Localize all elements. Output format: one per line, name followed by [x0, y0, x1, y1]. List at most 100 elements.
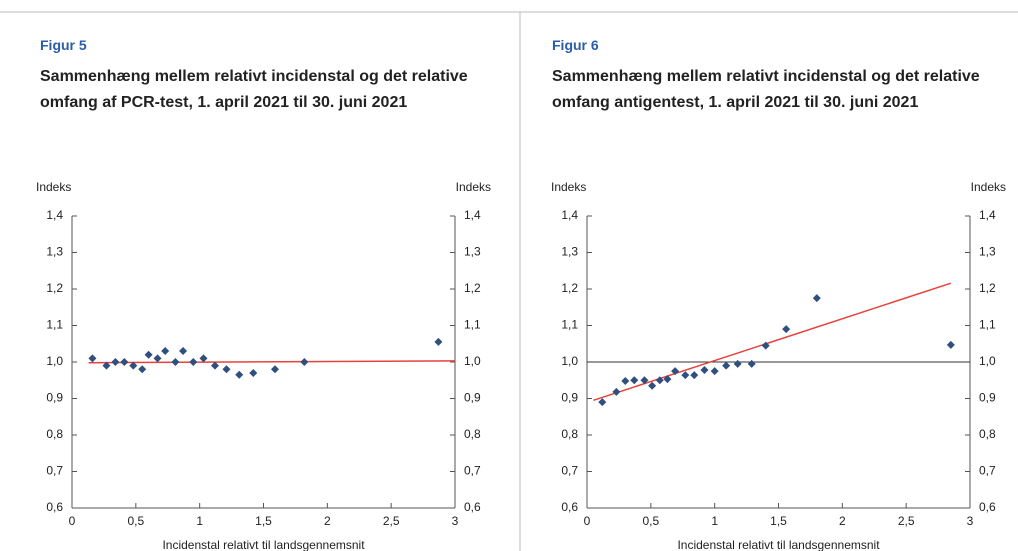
chart-title: Sammenhæng mellem relativt incidenstal o… — [40, 68, 468, 111]
data-point — [153, 354, 162, 363]
data-point — [111, 358, 120, 366]
y2-tick-label: 1,1 — [979, 318, 996, 332]
data-point — [179, 347, 188, 356]
data-point — [235, 370, 244, 379]
y-tick-label: 1,3 — [46, 245, 63, 259]
y-tick-label: 1,3 — [561, 245, 578, 259]
y2-tick-label: 1,1 — [464, 318, 481, 332]
data-point — [733, 359, 742, 368]
data-point — [690, 371, 699, 380]
y-tick-label: 1,2 — [561, 281, 578, 295]
y-tick-label: 1,0 — [561, 354, 578, 368]
data-point — [640, 376, 649, 385]
data-point — [655, 376, 664, 385]
x-tick-label: 0,5 — [127, 514, 144, 528]
y-tick-label: 1,0 — [46, 354, 63, 368]
data-point — [88, 354, 97, 363]
x-axis-label: Incidenstal relativt til landsgennemsnit — [677, 538, 880, 551]
data-point — [249, 368, 258, 377]
y2-tick-label: 1,3 — [979, 245, 996, 259]
data-point — [144, 350, 153, 359]
y-tick-label: 0,6 — [561, 500, 578, 514]
data-point — [189, 358, 198, 366]
y2-tick-label: 0,8 — [464, 427, 481, 441]
data-point — [700, 366, 709, 375]
y2-tick-label: 1,4 — [979, 208, 996, 222]
x-tick-label: 3 — [452, 514, 459, 528]
y-tick-label: 0,6 — [46, 500, 63, 514]
y2-tick-label: 0,6 — [464, 500, 481, 514]
data-point — [300, 358, 309, 366]
data-point — [671, 367, 680, 376]
data-point — [598, 398, 607, 407]
data-point — [120, 358, 129, 366]
data-point — [210, 361, 219, 370]
trend-line — [593, 282, 952, 402]
y2-tick-label: 1,2 — [979, 281, 996, 295]
data-point — [102, 361, 111, 370]
y2-tick-label: 1,0 — [979, 354, 996, 368]
data-point — [612, 387, 621, 396]
y-tick-label: 0,8 — [561, 427, 578, 441]
x-tick-label: 1 — [196, 514, 203, 528]
data-point — [161, 347, 170, 356]
y-tick-label: 0,7 — [561, 464, 578, 478]
y2-tick-label: 0,9 — [979, 391, 996, 405]
data-point — [222, 365, 231, 374]
data-point — [782, 325, 791, 334]
data-point — [648, 381, 657, 390]
data-point — [761, 341, 770, 350]
data-point — [663, 375, 672, 384]
y-tick-label: 0,9 — [561, 391, 578, 405]
y-tick-label: 0,8 — [46, 427, 63, 441]
y-tick-label: 1,1 — [561, 318, 578, 332]
data-point — [812, 294, 821, 303]
y-axis-label: Indeks — [551, 180, 586, 194]
y2-axis-label: Indeks — [971, 180, 1006, 194]
data-point — [681, 371, 690, 380]
y2-tick-label: 0,6 — [979, 500, 996, 514]
y-tick-label: 1,4 — [46, 208, 63, 222]
y2-tick-label: 0,7 — [464, 464, 481, 478]
y2-tick-label: 0,9 — [464, 391, 481, 405]
x-tick-label: 3 — [967, 514, 974, 528]
data-point — [621, 376, 630, 385]
x-tick-label: 1 — [711, 514, 718, 528]
y-tick-label: 1,4 — [561, 208, 578, 222]
y2-tick-label: 1,3 — [464, 245, 481, 259]
data-point — [129, 361, 138, 370]
y2-tick-label: 1,4 — [464, 208, 481, 222]
chart-title: Sammenhæng mellem relativt incidenstal o… — [552, 68, 980, 111]
x-tick-label: 2 — [324, 514, 331, 528]
y-tick-label: 0,9 — [46, 391, 63, 405]
y2-tick-label: 0,8 — [979, 427, 996, 441]
figure-label: Figur 6 — [552, 37, 599, 53]
y2-axis-label: Indeks — [456, 180, 491, 194]
data-point — [171, 358, 180, 366]
y-tick-label: 1,1 — [46, 318, 63, 332]
data-point — [722, 361, 731, 370]
y-tick-label: 1,2 — [46, 281, 63, 295]
x-tick-label: 0 — [69, 514, 76, 528]
y2-tick-label: 1,2 — [464, 281, 481, 295]
x-tick-label: 0,5 — [642, 514, 659, 528]
data-point — [747, 359, 756, 368]
data-point — [434, 337, 443, 346]
y2-tick-label: 0,7 — [979, 464, 996, 478]
x-tick-label: 2 — [839, 514, 846, 528]
x-axis-label: Incidenstal relativt til landsgennemsnit — [162, 538, 365, 551]
data-point — [946, 340, 955, 349]
y-tick-label: 0,7 — [46, 464, 63, 478]
x-tick-label: 2,5 — [383, 514, 400, 528]
data-point — [199, 354, 208, 363]
data-point — [710, 367, 719, 376]
x-tick-label: 0 — [584, 514, 591, 528]
y2-tick-label: 1,0 — [464, 354, 481, 368]
figure-label: Figur 5 — [40, 37, 87, 53]
x-tick-label: 2,5 — [898, 514, 915, 528]
data-point — [138, 365, 147, 374]
y-axis-label: Indeks — [36, 180, 71, 194]
x-tick-label: 1,5 — [770, 514, 787, 528]
